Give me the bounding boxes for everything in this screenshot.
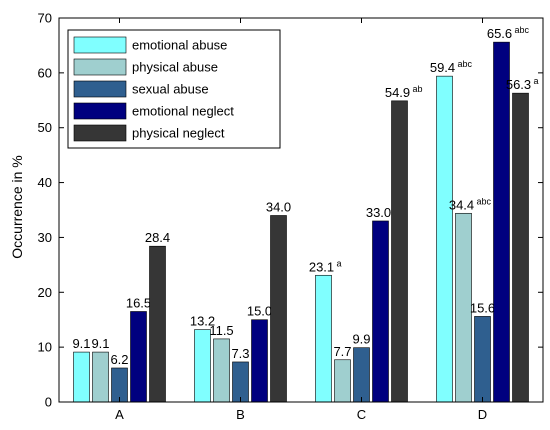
- significance-superscript: abc: [515, 25, 530, 35]
- data-label: 28.4: [145, 230, 170, 245]
- data-label: 56.3: [506, 77, 531, 92]
- legend: emotional abuse physical abuse sexual abus…: [67, 29, 281, 149]
- data-label: 23.1: [309, 259, 334, 274]
- legend-swatch: [73, 58, 127, 76]
- data-label: 7.3: [231, 346, 249, 361]
- bar-emotional-abuse-A: [73, 351, 90, 403]
- data-label: 59.4: [430, 60, 455, 75]
- bar-sexual-abuse-C: [353, 347, 370, 403]
- bar-emotional-neglect-B: [251, 319, 268, 403]
- significance-superscript: abc: [477, 196, 492, 206]
- y-tick-label: 10: [38, 340, 52, 355]
- y-tick-label: 50: [38, 120, 52, 135]
- bar-physical-abuse-A: [92, 351, 109, 403]
- bar-physical-abuse-C: [334, 359, 351, 403]
- y-tick-label: 20: [38, 285, 52, 300]
- bar-emotional-neglect-A: [130, 311, 147, 403]
- data-label: 6.2: [110, 352, 128, 367]
- legend-swatch: [73, 102, 127, 120]
- legend-label: emotional abuse: [132, 38, 227, 53]
- data-label: 9.1: [91, 336, 109, 351]
- bar-emotional-abuse-D: [436, 75, 453, 403]
- significance-superscript: a: [337, 258, 342, 268]
- data-label: 11.5: [209, 323, 233, 338]
- bar-emotional-abuse-C: [315, 274, 332, 403]
- y-tick-label: 30: [38, 230, 52, 245]
- data-label: 54.9: [385, 85, 410, 100]
- y-tick-label: 70: [38, 11, 52, 26]
- bar-physical-neglect-B: [270, 215, 287, 403]
- bar-physical-neglect-A: [149, 245, 166, 403]
- legend-swatch: [73, 124, 127, 142]
- y-tick-label: 0: [45, 395, 52, 410]
- data-label: 13.2: [190, 314, 215, 329]
- data-label: 9.9: [352, 332, 370, 347]
- data-label: 65.6: [487, 26, 512, 41]
- legend-swatch: [73, 80, 127, 98]
- y-tick-label: 60: [38, 65, 52, 80]
- data-label: 34.0: [266, 199, 291, 214]
- legend-label: physical abuse: [132, 60, 218, 75]
- data-label: 15.0: [247, 304, 272, 319]
- axes-frame: [58, 17, 544, 403]
- y-tick-label: 40: [38, 175, 52, 190]
- data-label: 34.4: [449, 197, 474, 212]
- data-label: 33.0: [366, 205, 391, 220]
- bar-sexual-abuse-B: [232, 361, 249, 403]
- legend-swatch: [73, 36, 127, 54]
- bar-physical-neglect-D: [512, 92, 529, 403]
- x-tick-label: D: [478, 407, 487, 422]
- bar-emotional-neglect-D: [493, 41, 510, 403]
- x-tick-label: C: [357, 407, 366, 422]
- data-label: 9.1: [72, 336, 90, 351]
- significance-superscript: a: [534, 76, 539, 86]
- data-label: 7.7: [333, 344, 351, 359]
- legend-label: sexual abuse: [132, 82, 209, 97]
- legend-label: emotional neglect: [132, 104, 234, 119]
- significance-superscript: abc: [458, 59, 473, 69]
- data-label: 16.5: [126, 295, 151, 310]
- bar-sexual-abuse-D: [474, 316, 491, 403]
- x-tick-label: B: [236, 407, 245, 422]
- bar-sexual-abuse-A: [111, 367, 128, 403]
- bar-physical-abuse-B: [213, 338, 230, 403]
- bar-physical-neglect-C: [391, 100, 408, 403]
- y-axis-title: Occurrence in %: [9, 155, 25, 258]
- data-label: 15.6: [470, 300, 495, 315]
- plot-area: 9.1 9.16.216.528.4A13.211.57.315.034.0B23…: [38, 11, 544, 422]
- x-tick-label: A: [115, 407, 124, 422]
- bar-emotional-abuse-B: [194, 329, 211, 403]
- significance-superscript: ab: [413, 84, 423, 94]
- bar-emotional-neglect-C: [372, 220, 389, 403]
- legend-label: physical neglect: [132, 126, 225, 141]
